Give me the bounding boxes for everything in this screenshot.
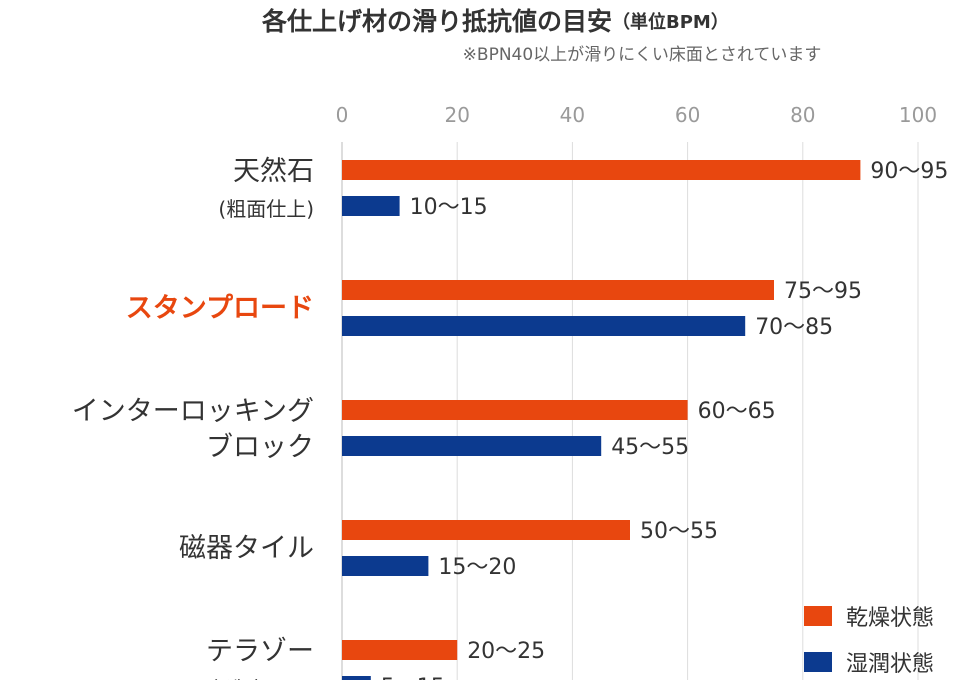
category-sublabel: (粗面仕上): [218, 197, 314, 221]
x-tick-label: 40: [560, 103, 585, 127]
x-tick-label: 0: [336, 103, 349, 127]
bar-dry: [342, 160, 861, 180]
category-sublabel: ブロック: [206, 432, 314, 463]
data-labels: 90〜95 75〜95 60〜65 50〜55 20〜25 10〜15 70〜85 45〜55…: [381, 159, 949, 684]
legend-swatch-wet: [804, 652, 832, 672]
data-label: 15〜20: [438, 555, 516, 580]
category-label: インターロッキング: [72, 396, 314, 427]
legend-label: 湿潤状態: [846, 652, 934, 677]
bar-dry: [342, 400, 688, 420]
chart-subtitle: ※BPN40以上が滑りにくい床面とされています: [463, 45, 822, 65]
bar-dry: [342, 640, 458, 660]
category-label: スタンプロード: [126, 293, 314, 324]
bar-wet: [342, 676, 371, 684]
legend-swatch-dry: [804, 606, 832, 626]
data-label: 5〜15: [381, 675, 445, 680]
category-label: 天然石: [233, 156, 314, 187]
legend-label: 乾燥状態: [846, 606, 934, 631]
x-tick-label: 80: [790, 103, 815, 127]
category-labels: 天然石(粗面仕上)スタンプロードインターロッキングブロック磁器タイルテラゾー(人…: [72, 156, 314, 684]
data-label: 75〜95: [784, 279, 862, 304]
x-tick-label: 60: [675, 103, 700, 127]
data-label: 10〜15: [410, 195, 488, 220]
bar-wet: [342, 556, 429, 576]
data-label: 70〜85: [755, 315, 833, 340]
bar-dry: [342, 520, 630, 540]
chart-title-unit: （単位BPM）: [612, 11, 729, 33]
bars: [342, 160, 861, 684]
data-label: 90〜95: [870, 159, 948, 184]
bar-wet: [342, 316, 746, 336]
data-label: 20〜25: [467, 639, 545, 664]
chart-title-group: 各仕上げ材の滑り抵抗値の目安 （単位BPM） ※BPN40以上が滑りにくい床面と…: [261, 7, 821, 65]
chart-title: 各仕上げ材の滑り抵抗値の目安: [261, 7, 612, 36]
x-tick-label: 100: [899, 103, 937, 127]
bar-wet: [342, 196, 400, 216]
x-tick-label: 20: [444, 103, 469, 127]
data-label: 45〜55: [611, 435, 689, 460]
bar-dry: [342, 280, 774, 300]
bar-wet: [342, 436, 602, 456]
category-label: 磁器タイル: [179, 533, 314, 564]
category-label: テラゾー: [206, 636, 314, 667]
x-tick-labels: 0 20 40 60 80 100: [336, 103, 937, 127]
data-label: 60〜65: [698, 399, 776, 424]
data-label: 50〜55: [640, 519, 718, 544]
